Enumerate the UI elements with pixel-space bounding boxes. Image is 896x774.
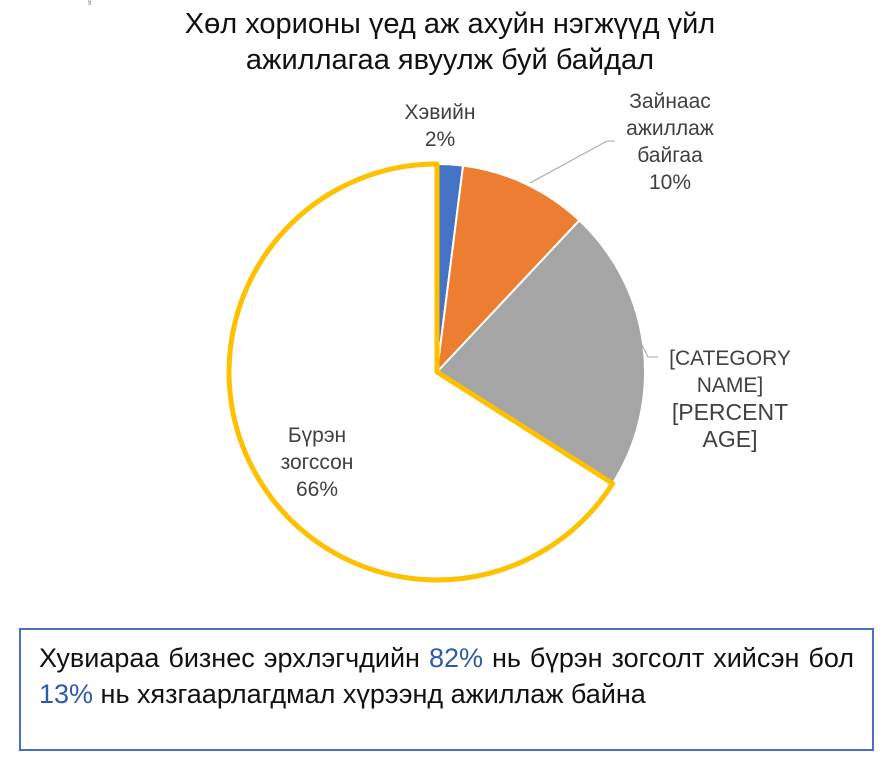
note-highlight-82: 82%	[428, 643, 483, 673]
label-remote-line2: ажиллаж	[626, 117, 714, 140]
label-placeholder: [CATEGORY NAME] [PERCENT AGE]	[650, 345, 810, 453]
slice-stopped	[226, 161, 616, 583]
slice-remote	[435, 164, 581, 375]
chart-title: Хөл хорионы үед аж ахуйн нэгжүүд үйл ажи…	[184, 8, 716, 76]
note-text-3: нь хязгаарлагдмал хүрээнд ажиллаж байна	[93, 679, 646, 709]
label-normal-pct: 2%	[424, 128, 456, 151]
label-remote: Зайнаас ажиллаж байгаа 10%	[615, 88, 725, 196]
label-stopped: Бүрэн зогссон 66%	[262, 422, 372, 503]
pie-chart	[226, 140, 658, 583]
note-text-1: Хувиараа бизнес эрхлэгчдийн	[39, 643, 429, 673]
label-remote-pct: 10%	[648, 171, 692, 194]
label-placeholder-line3: [PERCENT	[671, 399, 789, 425]
label-placeholder-line4: AGE]	[702, 426, 758, 452]
label-normal-name: Хэвийн	[404, 101, 476, 124]
note-text-2: нь бүрэн зогсолт хийсэн бол	[483, 643, 854, 673]
leader-line-placeholder	[641, 344, 658, 358]
leader-line-remote	[529, 140, 615, 184]
note-highlight-13: 13%	[39, 679, 94, 709]
label-stopped-pct: 66%	[295, 478, 339, 501]
label-placeholder-line1: [CATEGORY	[669, 347, 791, 370]
label-stopped-line1: Бүрэн	[287, 424, 347, 447]
label-placeholder-line2: NAME]	[696, 374, 764, 397]
slice-placeholder	[435, 218, 646, 485]
label-normal: Хэвийн 2%	[395, 99, 485, 153]
label-remote-line3: байгаа	[637, 144, 703, 167]
summary-note: Хувиараа бизнес эрхлэгчдийн 82% нь бүрэн…	[19, 628, 874, 751]
label-remote-line1: Зайнаас	[629, 90, 711, 113]
label-stopped-line2: зогссон	[280, 451, 354, 474]
logo-mark: §	[88, 0, 92, 6]
